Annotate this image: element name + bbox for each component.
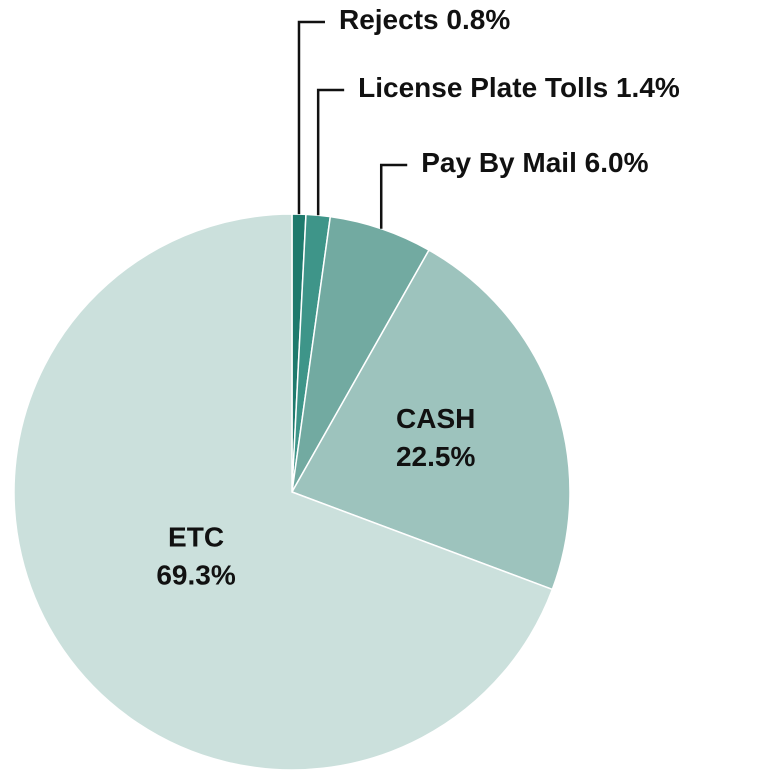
slice-name: ETC (168, 522, 224, 553)
callout-label: Rejects 0.8% (339, 4, 510, 35)
slice-label: ETC 69.3% (156, 522, 235, 591)
slice-name: Pay By Mail (421, 147, 577, 178)
slice-label: CASH 22.5% (396, 403, 475, 472)
slice-value: 1.4% (616, 72, 680, 103)
leader-line (379, 163, 408, 229)
leader-line (297, 20, 325, 215)
slice-name: CASH (396, 403, 475, 434)
pie-slice (290, 249, 571, 591)
callout-label: Pay By Mail 6.0% (421, 147, 648, 178)
slice-name: License Plate Tolls (358, 72, 608, 103)
slice-value: 22.5% (396, 441, 475, 472)
slice-value: 6.0% (585, 147, 649, 178)
slice-name: Rejects (339, 4, 439, 35)
slice-value: 69.3% (156, 560, 235, 591)
slice-value: 0.8% (446, 4, 510, 35)
leader-line (316, 88, 345, 216)
pie-slice (13, 213, 554, 771)
callout-label: License Plate Tolls 1.4% (358, 72, 680, 103)
